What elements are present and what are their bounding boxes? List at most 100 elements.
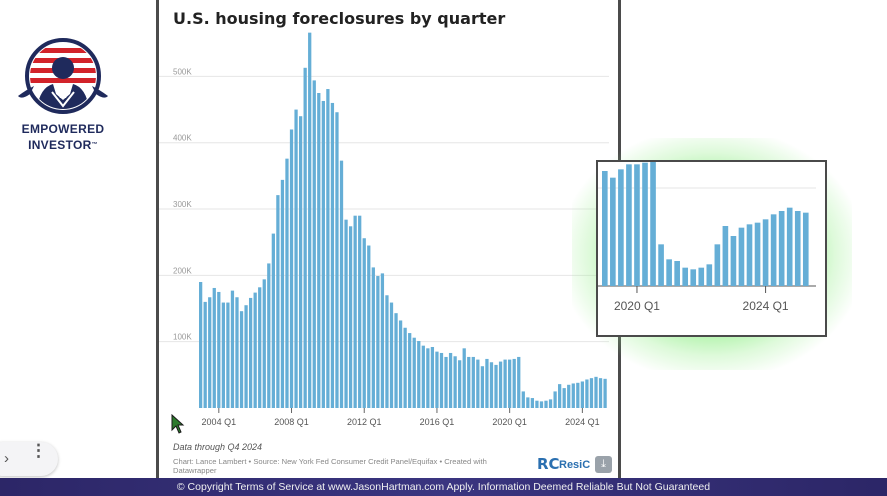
zoom-bar [658, 244, 664, 286]
bar [421, 345, 425, 408]
y-tick-label: 500K [173, 67, 192, 76]
zoom-bar [802, 212, 809, 286]
download-icon[interactable]: ⤓ [595, 456, 612, 473]
bar [298, 116, 303, 409]
zoom-bar [794, 211, 801, 286]
bar [348, 226, 353, 408]
zoom-bar [690, 269, 697, 286]
bar [285, 158, 289, 408]
chart-title: U.S. housing foreclosures by quarter [173, 9, 506, 28]
side-controls-pill[interactable]: › ⋮ [0, 442, 58, 476]
bar [289, 129, 294, 408]
zoom-bar [682, 267, 689, 286]
bar [598, 378, 603, 408]
bar [267, 263, 271, 408]
chart-source: Chart: Lance Lambert • Source: New York … [173, 457, 487, 475]
bar [253, 292, 257, 408]
x-tick-label: 2020 Q1 [492, 417, 527, 427]
zoom-bar [618, 169, 624, 286]
bar [394, 313, 398, 408]
chart-panel: U.S. housing foreclosures by quarter 100… [156, 0, 621, 478]
zoom-bar [786, 207, 793, 286]
footer-text: © Copyright Terms of Service at www.Jaso… [176, 481, 711, 493]
bar [339, 160, 344, 408]
bar [539, 401, 544, 408]
bar [458, 360, 462, 408]
resi-logo: RC ResiC ⤓ [537, 455, 617, 475]
x-tick-label: 2012 Q1 [347, 417, 382, 427]
zoom-bar [650, 162, 656, 286]
bar [380, 273, 385, 408]
bar [567, 384, 571, 408]
bar [589, 378, 594, 408]
bar [548, 399, 553, 408]
bar [503, 359, 507, 408]
bar [303, 67, 307, 409]
zoom-bar [634, 164, 640, 286]
chevron-right-icon[interactable]: › [4, 450, 9, 467]
bar [335, 112, 339, 409]
bar [326, 89, 330, 408]
bar [203, 301, 207, 408]
logo-line-2: INVESTOR™ [28, 138, 98, 152]
y-tick-label: 100K [173, 333, 192, 342]
zoom-bar [706, 264, 713, 286]
bar [230, 290, 235, 408]
logo-wordmark: EMPOWERED INVESTOR™ [0, 121, 126, 153]
bar [308, 32, 312, 409]
bar [553, 391, 557, 408]
x-tick-label: 2016 Q1 [420, 417, 455, 427]
bar [376, 276, 380, 408]
zoom-x-tick-label: 2020 Q1 [614, 299, 660, 313]
bar [430, 346, 435, 408]
bar [530, 398, 535, 408]
bar [344, 219, 348, 408]
zoom-bar-chart: 2020 Q1 2024 Q1 [598, 162, 816, 313]
logo-line-1: EMPOWERED [21, 122, 105, 136]
bar [498, 361, 503, 408]
zoom-bar [746, 224, 753, 286]
bar [239, 311, 244, 408]
bar [358, 215, 362, 408]
bar [412, 337, 416, 408]
bar [462, 348, 466, 408]
resi-text: ResiC [559, 459, 591, 471]
bar [544, 400, 548, 408]
bar [526, 397, 530, 408]
bar [489, 362, 494, 408]
bar [417, 341, 421, 408]
y-tick-label: 200K [173, 266, 192, 275]
zoom-bar [762, 219, 769, 286]
zoom-bar [714, 244, 721, 286]
bar [276, 195, 280, 408]
bar [467, 356, 471, 408]
bar [476, 359, 480, 408]
bar [235, 297, 239, 408]
bar [448, 352, 453, 408]
bar [212, 287, 216, 408]
bar [471, 356, 475, 408]
bar [480, 366, 485, 408]
bar [576, 382, 580, 408]
bar [312, 80, 316, 409]
trademark: ™ [91, 142, 98, 148]
zoom-bar [674, 261, 680, 286]
bar [371, 267, 375, 408]
mouse-cursor-icon [171, 414, 185, 434]
x-tick-label: 2024 Q1 [565, 417, 600, 427]
bar [199, 282, 203, 408]
foreclosures-bar-chart: 100K 200K 300K 400K 500K 2004 Q1 2008 Q1 2012 Q… [159, 32, 609, 427]
bar [398, 320, 403, 408]
bar [403, 327, 407, 408]
bar [444, 356, 448, 408]
bar [517, 356, 521, 408]
bar [217, 291, 221, 408]
bar [571, 383, 575, 408]
resi-mark: RC [537, 455, 560, 473]
bar [362, 238, 366, 408]
bar [385, 295, 389, 408]
bar [321, 100, 325, 409]
bar [226, 302, 230, 408]
more-options-icon[interactable]: ⋮ [30, 441, 47, 460]
zoom-x-tick-label: 2024 Q1 [743, 299, 789, 313]
